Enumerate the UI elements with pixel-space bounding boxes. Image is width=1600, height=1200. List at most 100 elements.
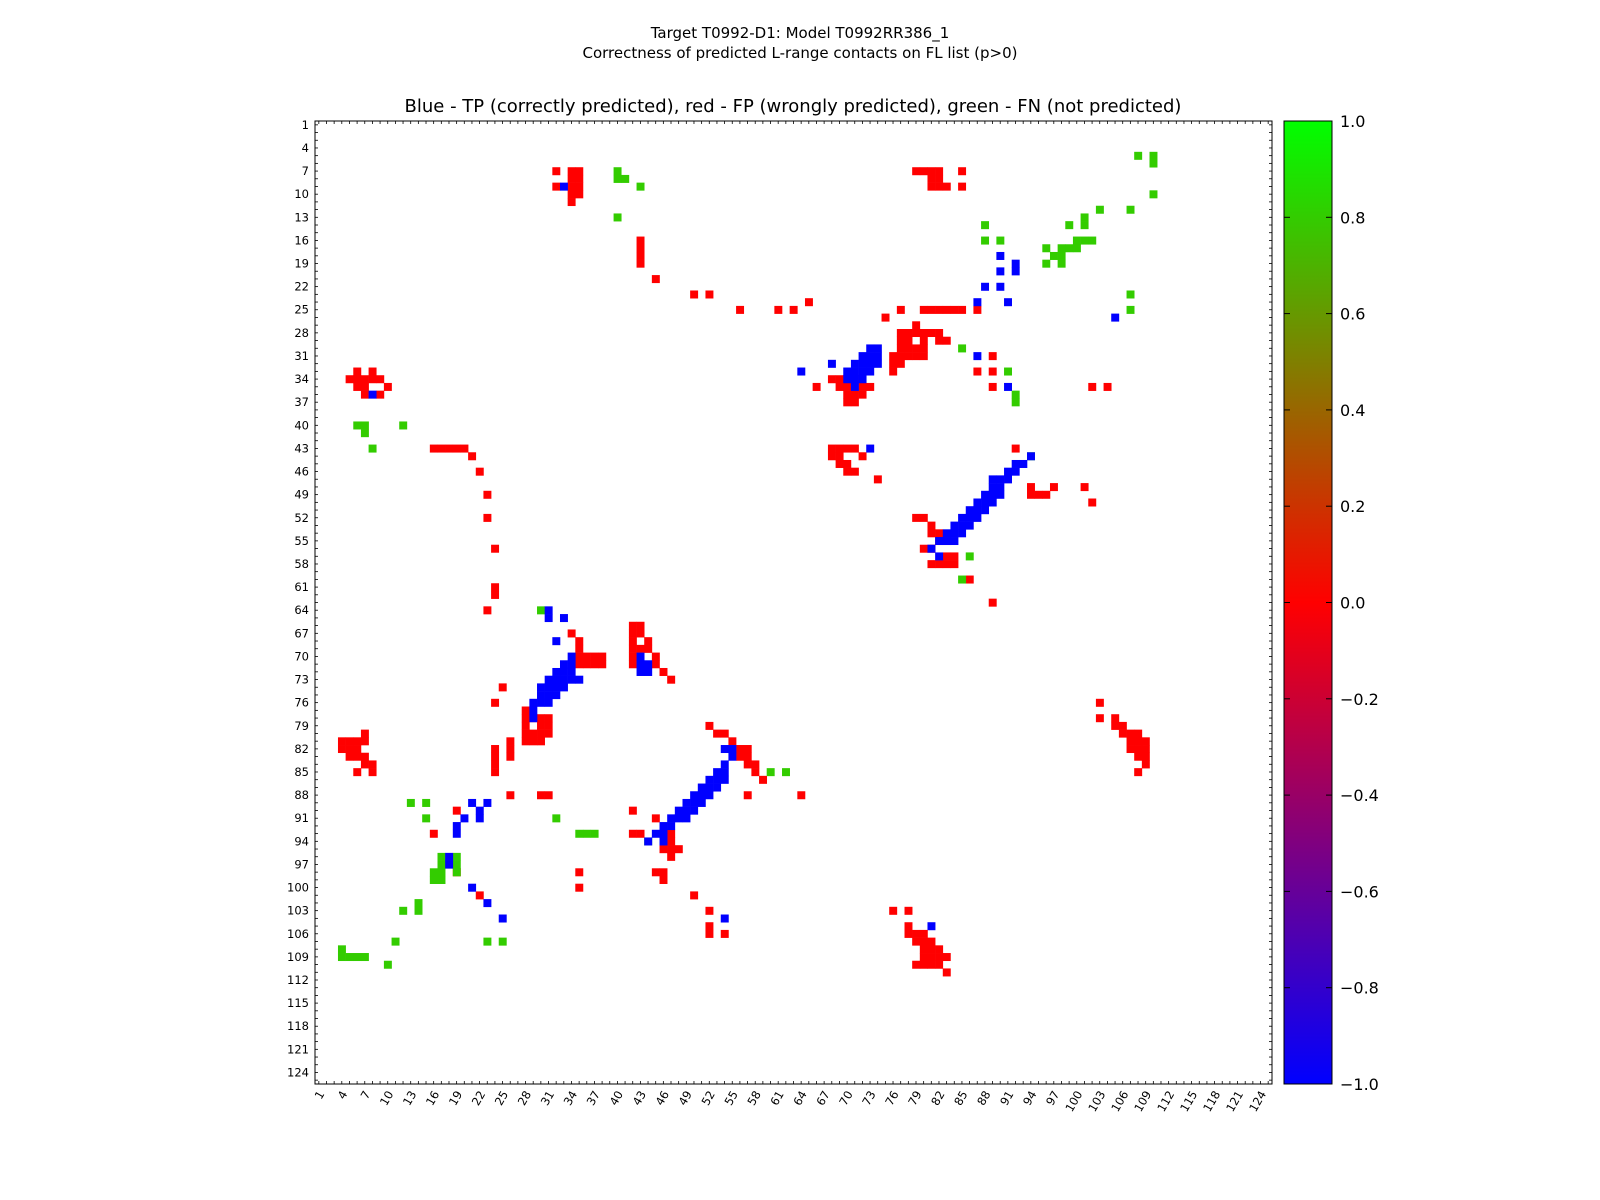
- tp-cell: [567, 667, 576, 676]
- fp-cell: [521, 721, 530, 730]
- fp-cell: [988, 598, 997, 607]
- fp-cell: [1111, 714, 1120, 723]
- tp-cell: [873, 359, 882, 368]
- x-tick-label: 85: [951, 1088, 970, 1108]
- fn-cell: [437, 852, 446, 861]
- x-tick-label: 43: [630, 1088, 649, 1108]
- fn-cell: [452, 868, 461, 877]
- colorbar-tick-label: 0.8: [1340, 208, 1365, 227]
- y-tick-label: 10: [294, 187, 309, 201]
- fp-cell: [835, 444, 844, 453]
- tp-cell: [567, 675, 576, 684]
- tp-cell: [674, 814, 683, 823]
- tp-cell: [981, 506, 990, 515]
- fp-cell: [935, 560, 944, 569]
- suptitle-line-1: Target T0992-D1: Model T0992RR386_1: [650, 24, 950, 43]
- fp-cell: [452, 444, 461, 453]
- fp-cell: [827, 452, 836, 461]
- tp-cell: [559, 683, 568, 692]
- tp-cell: [1027, 452, 1035, 461]
- tp-cell: [659, 829, 668, 838]
- fp-cell: [636, 621, 645, 630]
- fp-cell: [827, 444, 836, 453]
- fp-cell: [529, 737, 538, 746]
- fp-cell: [628, 806, 637, 815]
- fp-cell: [628, 621, 637, 630]
- fn-cell: [353, 421, 362, 430]
- fn-cell: [1042, 244, 1051, 253]
- fp-cell: [843, 382, 852, 391]
- tp-cell: [697, 791, 706, 800]
- tp-cell: [843, 375, 852, 384]
- tp-cell: [843, 367, 852, 376]
- fp-cell: [506, 745, 515, 754]
- fp-cell: [743, 745, 752, 754]
- fp-cell: [736, 752, 745, 761]
- fn-cell: [613, 167, 622, 176]
- tp-cell: [636, 660, 645, 669]
- x-tick-label: 55: [721, 1088, 740, 1108]
- fp-cell: [835, 375, 844, 384]
- fp-cell: [368, 375, 377, 384]
- colorbar-tick-label: 0.4: [1340, 401, 1365, 420]
- fp-cell: [360, 382, 369, 391]
- tp-cell: [537, 683, 545, 692]
- tp-cell: [552, 691, 561, 700]
- fp-cell: [1080, 483, 1089, 492]
- colorbar-tick-label: 1.0: [1340, 112, 1365, 131]
- colorbar-tick-label: −0.6: [1340, 882, 1379, 901]
- y-tick-label: 70: [294, 649, 309, 663]
- tp-cell: [690, 798, 699, 807]
- fp-cell: [345, 375, 354, 384]
- tp-cell: [690, 791, 699, 800]
- fp-cell: [935, 529, 944, 538]
- tp-cell: [544, 683, 553, 692]
- tp-cell: [552, 683, 561, 692]
- fp-cell: [904, 329, 913, 338]
- tp-cell: [537, 691, 545, 700]
- fp-cell: [1141, 745, 1150, 754]
- fp-cell: [736, 745, 745, 754]
- fn-cell: [1080, 236, 1089, 245]
- y-tick-label: 115: [287, 996, 309, 1010]
- fp-cell: [544, 729, 553, 738]
- fp-cell: [544, 721, 553, 730]
- tp-cell: [483, 899, 492, 908]
- fp-cell: [705, 721, 714, 730]
- y-tick-label: 64: [294, 603, 309, 617]
- fn-cell: [1126, 205, 1135, 214]
- x-tick-label: 22: [469, 1088, 488, 1108]
- tp-cell: [981, 490, 990, 499]
- tp-cell: [973, 513, 982, 522]
- y-tick-label: 61: [294, 580, 309, 594]
- fp-cell: [567, 182, 576, 191]
- fp-cell: [804, 298, 813, 307]
- tp-cell: [866, 444, 875, 453]
- fp-cell: [1095, 714, 1104, 723]
- tp-cell: [858, 375, 867, 384]
- fp-cell: [360, 760, 369, 769]
- fn-cell: [452, 852, 461, 861]
- x-tick-label: 106: [1108, 1088, 1131, 1114]
- fp-cell: [445, 444, 454, 453]
- fn-cell: [1126, 305, 1135, 314]
- fp-cell: [896, 336, 905, 345]
- x-tick-label: 52: [698, 1088, 717, 1108]
- tp-cell: [537, 698, 545, 707]
- x-tick-label: 64: [790, 1088, 809, 1108]
- fp-cell: [904, 352, 913, 361]
- fp-cell: [575, 174, 584, 183]
- tp-cell: [636, 652, 645, 661]
- tp-cell: [988, 483, 997, 492]
- fp-cell: [896, 305, 905, 314]
- fp-cell: [345, 737, 354, 746]
- fp-cell: [919, 513, 928, 522]
- y-tick-label: 67: [294, 626, 309, 640]
- colorbar-tick-label: −1.0: [1340, 1075, 1379, 1094]
- fp-cell: [935, 953, 944, 962]
- x-tick-label: 82: [928, 1088, 947, 1108]
- fp-cell: [1011, 444, 1020, 453]
- fp-cell: [850, 398, 859, 407]
- fp-cell: [896, 359, 905, 368]
- fp-cell: [690, 891, 699, 900]
